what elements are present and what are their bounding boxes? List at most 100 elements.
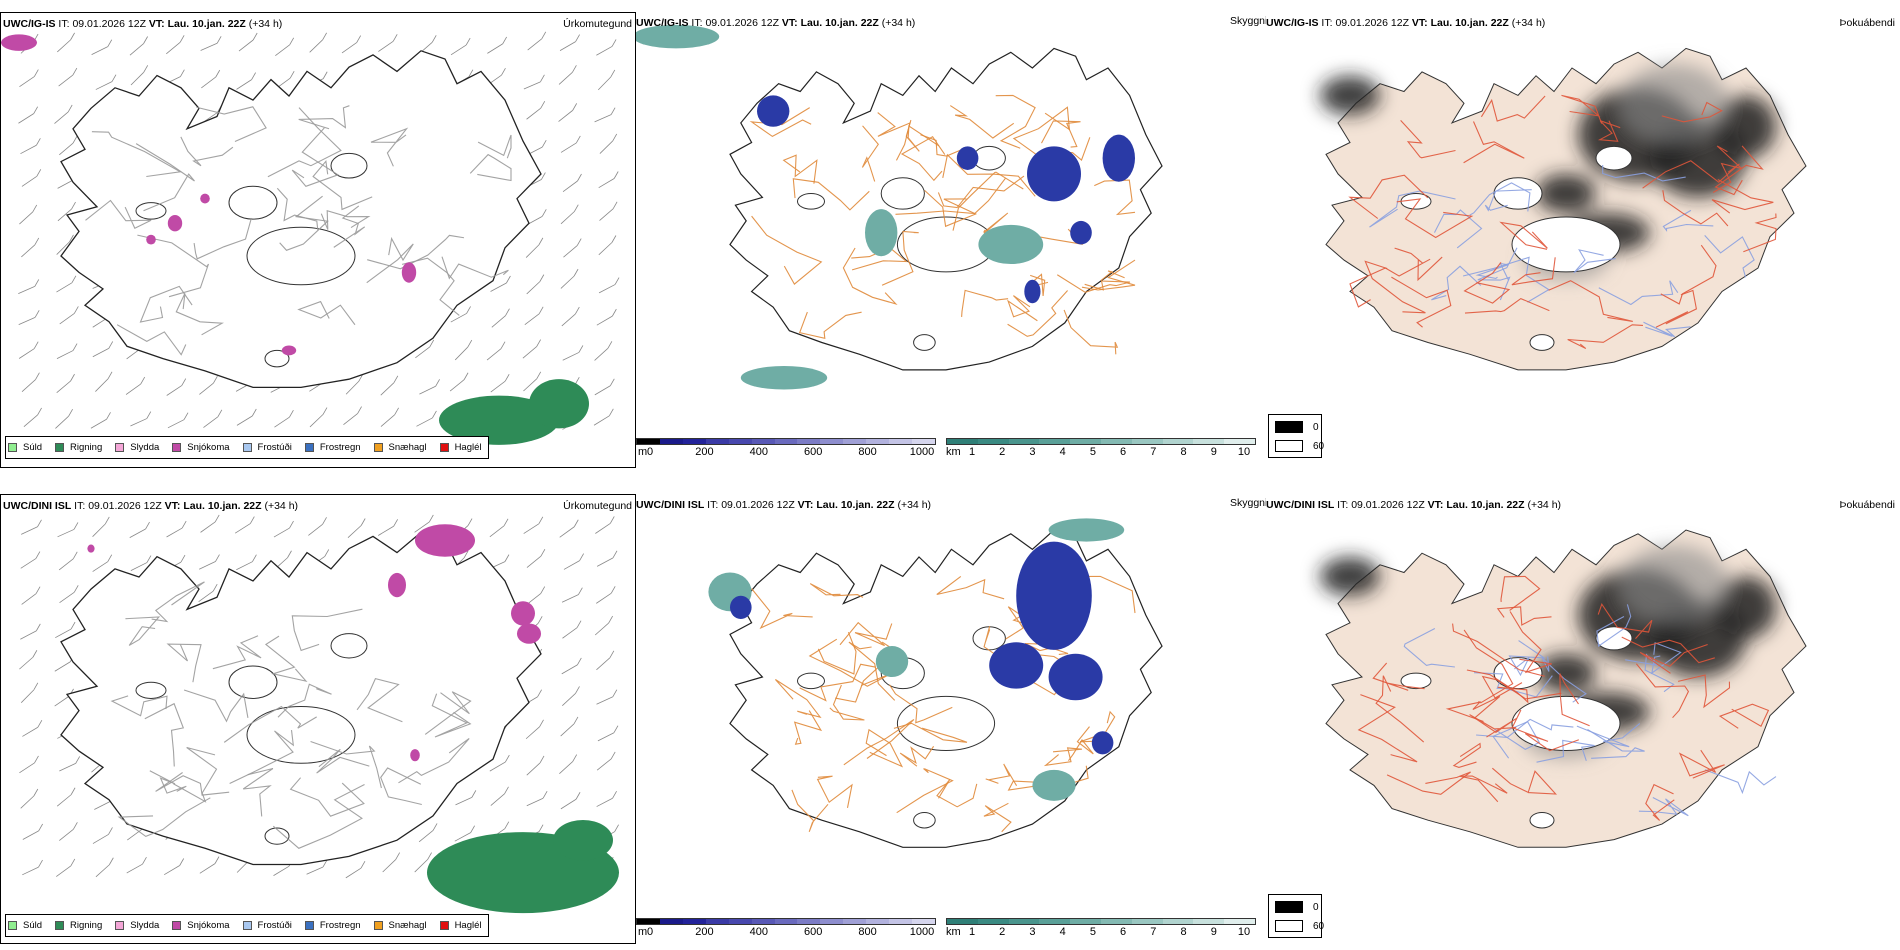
swatch [242, 443, 252, 452]
wind-barb-flag [432, 823, 438, 831]
wind-barb-flag [538, 824, 544, 832]
fog-panel-bottom: UWC/DINI ISL IT: 09.01.2026 12Z VT: Lau.… [1266, 494, 1900, 944]
road-line [792, 178, 870, 211]
fog-high-area [1536, 173, 1596, 214]
road-line [1635, 663, 1690, 719]
wind-barb-flag [612, 201, 618, 209]
wind-barb [57, 529, 75, 538]
wind-barb [341, 42, 357, 54]
swatch [8, 921, 17, 930]
swatch [172, 443, 182, 452]
low-visibility-area [1032, 769, 1076, 801]
glacier-outline [797, 192, 825, 210]
wind-barb [199, 382, 214, 395]
wind-barb [59, 142, 74, 156]
very-low-visibility-area [956, 146, 979, 170]
snow-area [511, 601, 535, 626]
wind-barb-flag [501, 68, 506, 76]
wind-barb [524, 313, 540, 325]
wind-barb-flag [34, 279, 40, 287]
road-line [942, 153, 1036, 197]
wind-barb-flag [70, 621, 76, 630]
wind-barb [166, 42, 181, 55]
tick-label: 6 [1120, 926, 1127, 938]
road-line [1743, 213, 1777, 253]
wind-barb [200, 521, 216, 533]
wind-barb [58, 558, 74, 571]
legend-item-slydda: Slydda [115, 920, 159, 931]
wind-barb [526, 281, 541, 295]
swatch [304, 443, 314, 452]
wind-barb-flag [289, 70, 295, 79]
road-line [799, 663, 876, 702]
wind-barb [526, 797, 544, 807]
wind-barb [130, 72, 144, 86]
wind-barb [18, 316, 36, 326]
rain-area [529, 379, 589, 429]
wind-barb-flag [73, 522, 79, 530]
legend-item-suld: Súld [8, 920, 42, 931]
wind-barb-flag [108, 341, 114, 349]
glacier-outline [135, 202, 167, 220]
colorbar-step [659, 439, 683, 444]
wind-barb-flag [575, 792, 581, 800]
swatch [1275, 440, 1303, 452]
glacier-outline [1400, 192, 1432, 210]
road-line [1511, 257, 1556, 286]
wind-barb-flag [612, 308, 617, 317]
wind-barb-flag [107, 554, 113, 562]
road-line [816, 775, 853, 809]
glacier-outline [228, 185, 278, 220]
wind-barb-flag [542, 791, 548, 799]
wind-barb-flag [612, 689, 618, 697]
colorbar-step [1224, 439, 1255, 444]
road-line [380, 767, 422, 806]
snow-area [281, 345, 297, 356]
iceland-coastline [60, 531, 542, 866]
road-line [1496, 606, 1552, 626]
fog-mid-area [1620, 64, 1728, 143]
wind-barb-flag [608, 615, 613, 624]
wind-barb [594, 385, 611, 396]
road-line [1712, 145, 1742, 193]
road-line [85, 199, 152, 229]
elevation-scale-bottom: m 0 200 400 600 800 1000 [636, 918, 936, 939]
very-low-visibility-area [1016, 541, 1092, 650]
road-line [1452, 623, 1545, 677]
unit-label: m [638, 446, 648, 458]
wind-barb [273, 527, 290, 538]
fog-legend-top: 0 60 [1268, 414, 1324, 458]
cloud-ticks: km 1 2 3 4 5 6 7 8 9 10 [946, 445, 1256, 459]
wind-barb-flag [179, 35, 185, 43]
road-line [469, 153, 512, 182]
wind-barb [20, 795, 35, 809]
tick-label: 800 [858, 926, 877, 938]
wind-barb [559, 761, 573, 774]
wind-barb-flag [538, 237, 544, 246]
wind-barb-flag [505, 308, 510, 316]
rain-area [439, 395, 559, 445]
wind-barb [92, 834, 109, 844]
cloud-ticks: km 1 2 3 4 5 6 7 8 9 10 [946, 925, 1256, 939]
wind-barb-flag [324, 549, 330, 557]
wind-barb [56, 794, 72, 807]
glacier-outline [896, 695, 996, 752]
colorbar-step [797, 919, 821, 924]
wind-barb [491, 315, 506, 328]
road-line [1621, 636, 1715, 664]
wind-barb [236, 415, 253, 426]
wind-barb [563, 560, 580, 570]
wind-barb-flag [393, 519, 398, 527]
wind-barb-flag [322, 32, 327, 41]
unit-label: m [638, 926, 648, 938]
road-line [333, 205, 366, 248]
road-line [1481, 675, 1562, 700]
wind-barb-flag [70, 32, 75, 41]
road-line [1509, 611, 1552, 674]
road-line [1625, 653, 1675, 693]
road-line [899, 745, 935, 767]
wind-barb [562, 627, 578, 639]
road-line [751, 215, 823, 285]
road-line [1662, 209, 1714, 232]
wind-barb-flag [574, 306, 580, 315]
